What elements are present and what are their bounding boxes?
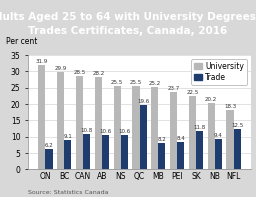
Bar bbox=[114, 86, 121, 169]
Bar bbox=[57, 72, 64, 169]
Text: 19.6: 19.6 bbox=[137, 99, 149, 104]
Text: 8.4: 8.4 bbox=[176, 136, 185, 141]
Text: 10.6: 10.6 bbox=[118, 129, 130, 134]
Text: 6.2: 6.2 bbox=[45, 143, 54, 148]
Bar bbox=[45, 149, 52, 169]
Text: 10.8: 10.8 bbox=[81, 128, 93, 133]
Bar bbox=[76, 76, 83, 169]
Text: 10.6: 10.6 bbox=[99, 129, 112, 134]
Bar bbox=[215, 139, 222, 169]
Text: 20.2: 20.2 bbox=[205, 98, 217, 102]
Text: 9.4: 9.4 bbox=[214, 133, 223, 138]
Text: Adults Aged 25 to 64 with University Degrees &
Trades Certificates, Canada, 2016: Adults Aged 25 to 64 with University Deg… bbox=[0, 12, 256, 36]
Bar bbox=[177, 142, 184, 169]
Bar bbox=[196, 131, 203, 169]
Text: 22.5: 22.5 bbox=[186, 90, 198, 95]
Text: 18.3: 18.3 bbox=[224, 104, 236, 109]
Bar bbox=[83, 134, 90, 169]
Text: 11.8: 11.8 bbox=[194, 125, 206, 130]
Bar bbox=[132, 86, 140, 169]
Bar bbox=[102, 135, 109, 169]
Bar bbox=[227, 110, 234, 169]
Text: 25.5: 25.5 bbox=[111, 80, 123, 85]
Text: 8.2: 8.2 bbox=[157, 137, 166, 142]
Bar bbox=[121, 135, 128, 169]
Legend: University, Trade: University, Trade bbox=[191, 59, 247, 85]
Bar bbox=[158, 143, 165, 169]
Text: 25.5: 25.5 bbox=[130, 80, 142, 85]
Bar bbox=[64, 140, 71, 169]
Bar bbox=[38, 65, 45, 169]
Text: 12.5: 12.5 bbox=[231, 123, 243, 128]
Text: 23.7: 23.7 bbox=[167, 86, 180, 91]
Bar bbox=[234, 129, 241, 169]
Text: 28.5: 28.5 bbox=[73, 70, 86, 75]
Bar bbox=[208, 103, 215, 169]
Bar bbox=[140, 105, 147, 169]
Bar bbox=[95, 77, 102, 169]
Text: 28.2: 28.2 bbox=[92, 71, 104, 76]
Text: 9.1: 9.1 bbox=[63, 134, 72, 139]
Text: 25.2: 25.2 bbox=[149, 81, 161, 86]
Text: 29.9: 29.9 bbox=[55, 66, 67, 71]
Text: Per cent: Per cent bbox=[6, 37, 37, 46]
Text: 31.9: 31.9 bbox=[36, 59, 48, 64]
Text: Source: Statistics Canada: Source: Statistics Canada bbox=[28, 190, 109, 195]
Bar bbox=[151, 87, 158, 169]
Bar bbox=[170, 92, 177, 169]
Bar bbox=[189, 96, 196, 169]
